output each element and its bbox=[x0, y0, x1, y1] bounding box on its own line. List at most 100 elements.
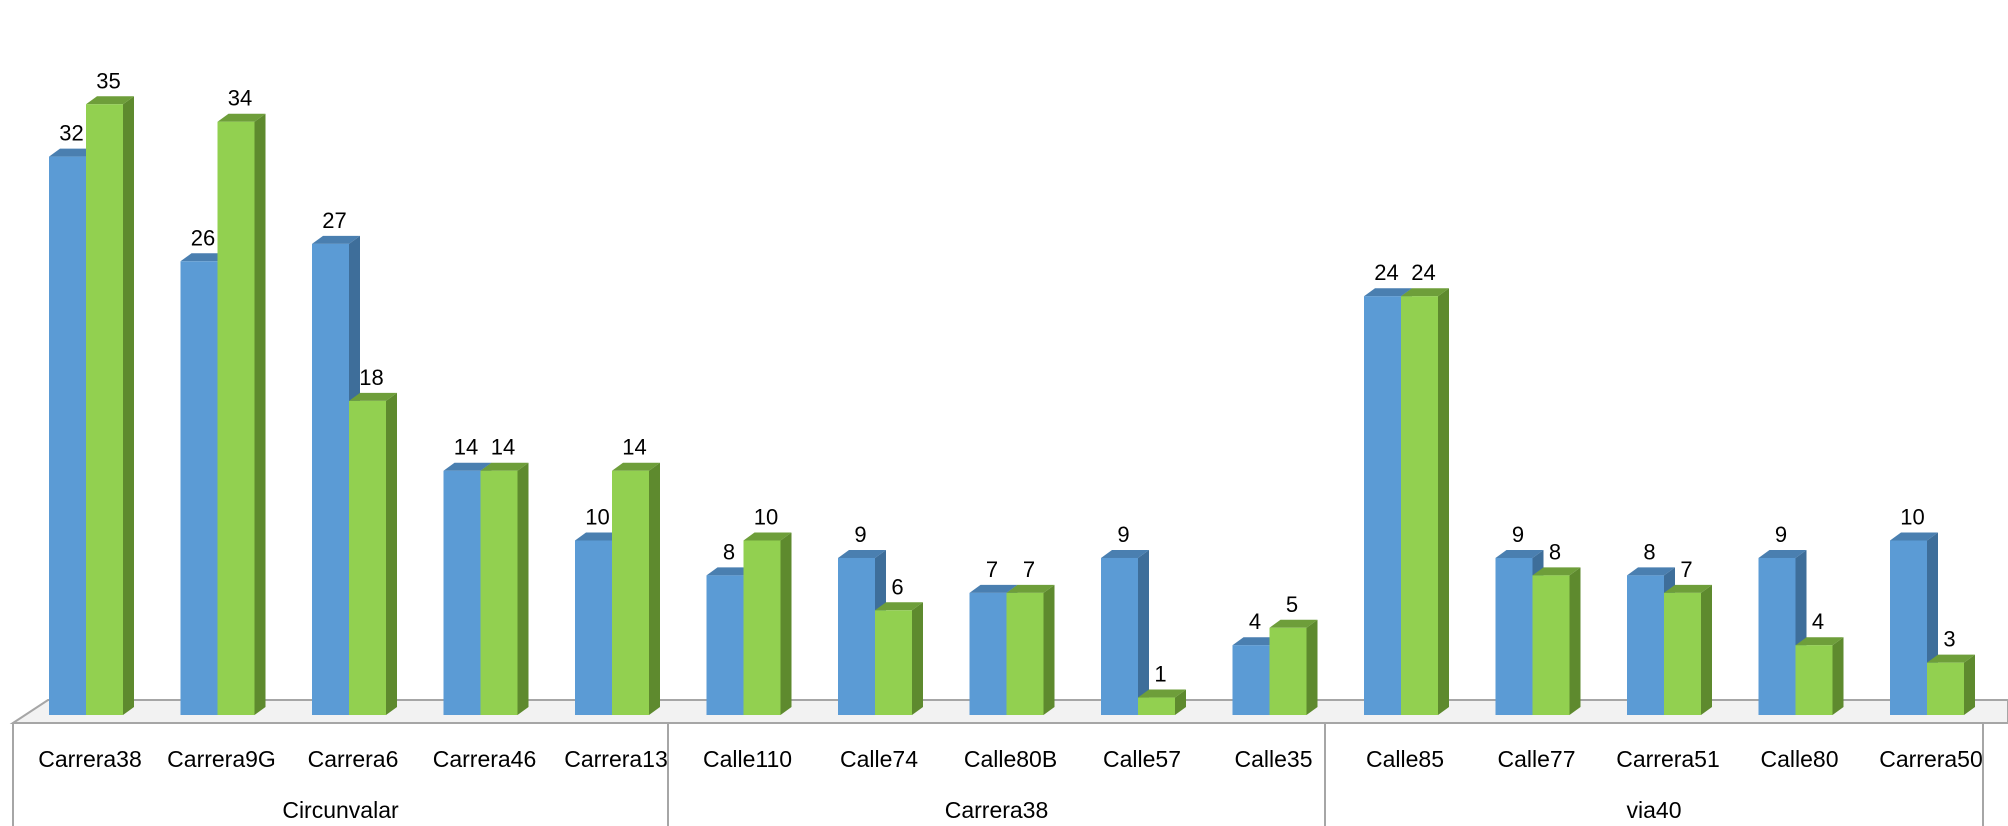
category-label-2: Carrera6 bbox=[308, 746, 399, 772]
bar-series1-9 bbox=[1232, 645, 1270, 715]
bar-series1-8 bbox=[1101, 557, 1138, 715]
bar-series1-0 bbox=[49, 156, 86, 716]
bar-series1-12-label: 8 bbox=[1643, 539, 1655, 564]
bar-series1-2-top bbox=[312, 235, 360, 244]
category-label-12: Carrera51 bbox=[1616, 746, 1720, 772]
bar-series1-3-label: 14 bbox=[454, 435, 478, 460]
category-label-5: Calle110 bbox=[703, 746, 792, 772]
bar-series1-1-top bbox=[180, 253, 229, 262]
bar-series1-14-label: 10 bbox=[1900, 505, 1924, 530]
bar-series2-12-side bbox=[1701, 584, 1712, 715]
bar-series1-4 bbox=[575, 540, 612, 715]
bar-series1-12 bbox=[1627, 575, 1664, 715]
category-label-3: Carrera46 bbox=[433, 746, 537, 772]
bar-series2-2-top bbox=[349, 392, 397, 401]
bar-series2-11-side bbox=[1569, 567, 1581, 715]
bar-series1-7 bbox=[969, 592, 1007, 715]
bar-series2-0-label: 35 bbox=[96, 68, 120, 93]
bar-series1-10 bbox=[1364, 296, 1401, 715]
group-label-0: Circunvalar bbox=[282, 797, 399, 823]
group-label-1: Carrera38 bbox=[945, 797, 1049, 823]
bar-series1-6 bbox=[838, 557, 875, 715]
bar-series2-6-top bbox=[875, 602, 923, 611]
bar-series2-13-label: 4 bbox=[1812, 609, 1824, 634]
bar-series1-1-label: 26 bbox=[191, 225, 215, 250]
bar-series2-0-top bbox=[86, 96, 134, 105]
bar-series2-14-side bbox=[1964, 654, 1975, 715]
bar-series1-8-side bbox=[1138, 549, 1149, 715]
bar-series2-1-label: 34 bbox=[228, 86, 252, 111]
bar-series2-3-side bbox=[517, 462, 529, 715]
bar-series2-5-top bbox=[743, 532, 792, 541]
bar-series1-6-label: 9 bbox=[854, 522, 866, 547]
bar-series2-12-top bbox=[1664, 584, 1712, 593]
bar-series1-8-top bbox=[1101, 549, 1149, 558]
bar-series1-10-top bbox=[1364, 288, 1412, 297]
bar-series2-2 bbox=[349, 400, 386, 715]
bar-series2-8-side bbox=[1175, 689, 1186, 715]
bar-series2-6-label: 6 bbox=[891, 574, 903, 599]
bar-series2-1-top bbox=[217, 113, 266, 122]
bar-series2-6 bbox=[875, 610, 912, 715]
bar-series1-5-top bbox=[706, 567, 755, 576]
bar-series2-1-side bbox=[254, 113, 266, 715]
category-label-8: Calle57 bbox=[1103, 746, 1181, 772]
bar-series2-11 bbox=[1532, 575, 1570, 715]
bar-series1-13-top bbox=[1758, 549, 1807, 558]
category-label-10: Calle85 bbox=[1366, 746, 1444, 772]
bar-series1-7-label: 7 bbox=[986, 557, 998, 582]
bar-series2-10 bbox=[1401, 296, 1438, 715]
bar-series2-4-label: 14 bbox=[622, 435, 646, 460]
bar-series1-4-top bbox=[575, 532, 623, 541]
bar-series2-7 bbox=[1006, 592, 1044, 715]
bar-series2-13-top bbox=[1795, 637, 1844, 646]
bar-series1-6-top bbox=[838, 549, 886, 558]
bar-series2-9-top bbox=[1269, 619, 1318, 628]
bar-series1-2-label: 27 bbox=[322, 208, 346, 233]
bar-series2-11-top bbox=[1532, 567, 1581, 576]
bar-series2-4 bbox=[612, 470, 649, 715]
bar-series2-0 bbox=[86, 104, 123, 715]
bar-series2-7-top bbox=[1006, 584, 1055, 593]
bar-series2-6-side bbox=[912, 602, 923, 715]
category-label-4: Carrera13 bbox=[564, 746, 668, 772]
bar-series2-11-label: 8 bbox=[1549, 539, 1561, 564]
category-label-13: Calle80 bbox=[1761, 746, 1839, 772]
bar-series1-13 bbox=[1758, 557, 1796, 715]
bar-series2-5-side bbox=[780, 532, 792, 715]
bar-series2-8-label: 1 bbox=[1154, 662, 1166, 687]
category-label-1: Carrera9G bbox=[167, 746, 276, 772]
bar-series1-9-top bbox=[1232, 637, 1281, 646]
bar-series2-2-side bbox=[386, 392, 397, 715]
bar-series2-9-side bbox=[1306, 619, 1318, 715]
bar-series2-8-top bbox=[1138, 689, 1186, 698]
bar-series1-7-top bbox=[969, 584, 1018, 593]
bar-series1-13-label: 9 bbox=[1775, 522, 1787, 547]
bar-series2-14-top bbox=[1927, 654, 1975, 663]
bar-series1-2 bbox=[312, 243, 349, 715]
bar-series1-11 bbox=[1495, 557, 1533, 715]
bar-series1-0-label: 32 bbox=[59, 121, 83, 146]
bar-series2-5-label: 10 bbox=[754, 505, 778, 530]
bar-series2-10-label: 24 bbox=[1411, 260, 1435, 285]
bar-series2-1 bbox=[217, 121, 255, 715]
bar-series2-13 bbox=[1795, 645, 1833, 715]
bar-series1-10-label: 24 bbox=[1374, 260, 1398, 285]
bar-series2-10-top bbox=[1401, 288, 1449, 297]
bar-series2-12 bbox=[1664, 592, 1701, 715]
category-label-11: Calle77 bbox=[1498, 746, 1576, 772]
category-label-0: Carrera38 bbox=[38, 746, 142, 772]
bar-series1-14-top bbox=[1890, 532, 1938, 541]
bar-series1-8-label: 9 bbox=[1117, 522, 1129, 547]
bar-series1-1 bbox=[180, 261, 218, 715]
bar-series2-4-top bbox=[612, 462, 660, 471]
bar-series2-10-side bbox=[1438, 288, 1449, 715]
bar-series2-7-label: 7 bbox=[1023, 557, 1035, 582]
bar-series2-0-side bbox=[123, 96, 134, 715]
bar-series2-5 bbox=[743, 540, 781, 715]
bar-series1-4-label: 10 bbox=[585, 505, 609, 530]
category-label-9: Calle35 bbox=[1235, 746, 1313, 772]
bar-series1-5-label: 8 bbox=[723, 539, 735, 564]
